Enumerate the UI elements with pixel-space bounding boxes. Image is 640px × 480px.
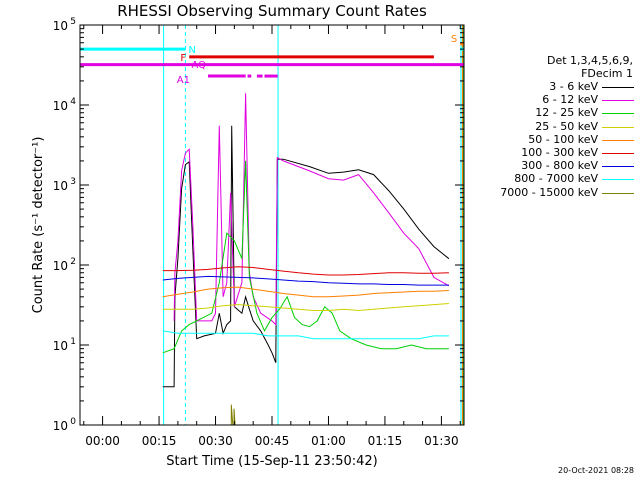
y-tick-label: 10 [53, 419, 68, 433]
legend-swatch [602, 126, 634, 128]
x-tick-label: 01:00 [311, 434, 346, 448]
series-line-0 [162, 125, 450, 388]
legend-swatch [602, 179, 634, 181]
y-tick-label: 10 [53, 339, 68, 353]
series-line-1 [173, 93, 450, 326]
legend-swatch [602, 166, 634, 168]
legend-swatch [602, 153, 634, 154]
y-tick-label: 10 [53, 99, 68, 113]
x-axis-label: Start Time (15-Sep-11 23:50:42) [166, 454, 378, 469]
legend-entry: 800 - 7000 keV [514, 172, 598, 186]
flag-label-n: N [188, 45, 195, 56]
legend-entry: 300 - 800 keV [521, 159, 598, 173]
flag-label-f: F [180, 53, 186, 64]
series-line-5 [162, 266, 449, 276]
legend-swatch [602, 113, 634, 115]
series-line-7 [162, 330, 449, 340]
legend-entry: 12 - 25 keV [535, 106, 598, 120]
series-line-6 [162, 275, 449, 286]
legend-header-line2: FDecim 1 [581, 67, 633, 80]
legend-entry: 25 - 50 keV [535, 119, 598, 133]
x-tick-label: 00:30 [198, 434, 233, 448]
y-tick-label: 10 [53, 179, 68, 193]
y-tick-exponent: 4 [70, 97, 76, 107]
legend-entry: 7000 - 15000 keV [500, 185, 598, 199]
x-tick-label: 00:45 [255, 434, 290, 448]
x-tick-label: 01:15 [368, 434, 403, 448]
legend-swatch [602, 100, 634, 102]
footer-timestamp: 20-Oct-2021 08:28 [558, 466, 634, 475]
y-tick-exponent: 5 [70, 17, 76, 27]
series-line-4 [162, 286, 449, 298]
y-tick-exponent: 0 [70, 417, 76, 427]
legend-entry: 50 - 100 keV [528, 132, 598, 146]
plot-frame [79, 24, 465, 426]
legend-entry: 3 - 6 keV [549, 80, 598, 93]
y-tick-label: 10 [53, 19, 68, 33]
flag-label-s: S [451, 34, 457, 45]
x-tick-label: 01:30 [424, 434, 459, 448]
series-line-3 [162, 303, 449, 312]
legend-swatch [602, 139, 634, 141]
y-tick-label: 10 [53, 259, 68, 273]
legend-entry: 6 - 12 keV [542, 93, 598, 107]
x-tick-label: 00:00 [85, 434, 120, 448]
flag-label-a1: A1 [177, 75, 190, 86]
legend-swatch [602, 192, 634, 194]
y-tick-exponent: 3 [70, 177, 76, 187]
legend-header-line1: Det 1,3,4,5,6,9, [546, 54, 633, 67]
legend-entry: 100 - 300 keV [521, 146, 598, 159]
x-tick-label: 00:15 [142, 434, 177, 448]
y-tick-exponent: 2 [70, 257, 76, 267]
chart-title: RHESSI Observing Summary Count Rates [117, 2, 427, 20]
flag-label-aq: AQ [191, 60, 206, 71]
y-tick-exponent: 1 [70, 337, 76, 347]
legend-swatch [602, 87, 634, 88]
y-axis-label: Count Rate (s⁻¹ detector⁻¹) [31, 137, 46, 314]
series-line-2 [162, 160, 449, 354]
